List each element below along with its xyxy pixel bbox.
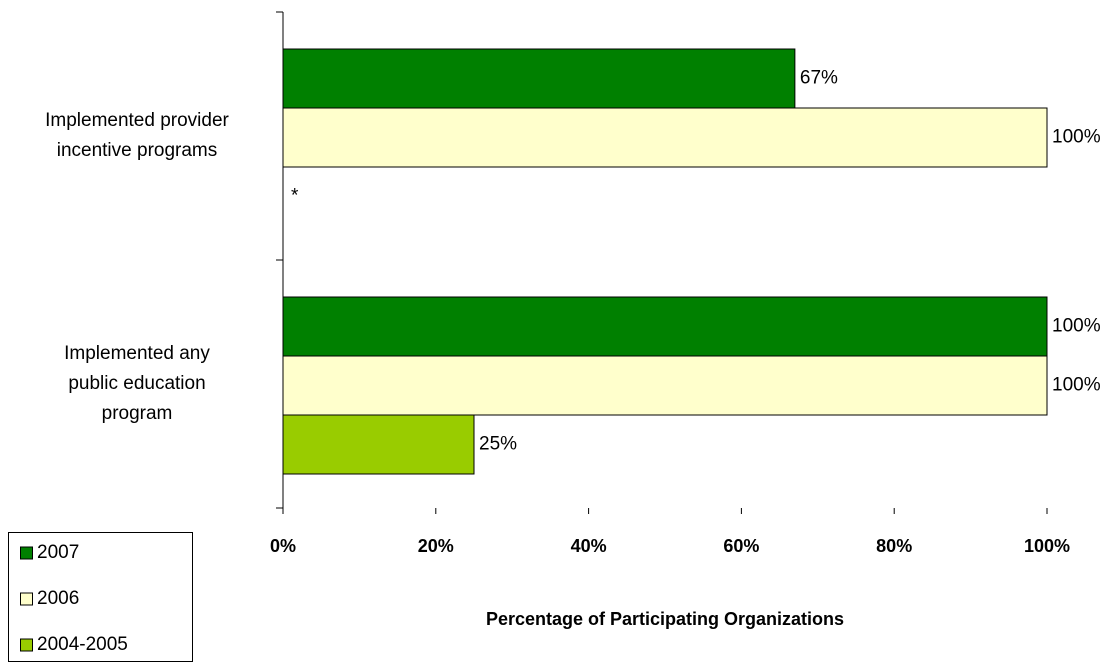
note: *	[291, 186, 299, 207]
legend-label: 2007	[37, 542, 79, 563]
bar	[282, 48, 796, 109]
x-tick-label: 100%	[1024, 536, 1070, 556]
x-tick-label: 80%	[876, 536, 912, 556]
legend-box	[8, 532, 193, 662]
bar	[282, 414, 475, 475]
x-tick-label: 20%	[418, 536, 454, 556]
bar	[282, 107, 1048, 168]
value-label: 100%	[1052, 375, 1101, 396]
value-label: 100%	[1052, 316, 1101, 337]
legend-label: 2006	[37, 588, 79, 609]
legend-swatch	[20, 546, 33, 560]
value-label: 67%	[800, 68, 838, 89]
category-label: Implemented any public education program	[64, 343, 210, 424]
category-label: Implemented provider incentive programs	[45, 110, 229, 161]
x-tick-label: 60%	[723, 536, 759, 556]
legend-swatch	[20, 638, 33, 652]
x-tick-label: 40%	[571, 536, 607, 556]
legend-swatch	[20, 592, 33, 606]
value-label: 25%	[479, 434, 517, 455]
value-label: 100%	[1052, 127, 1101, 148]
bar	[282, 296, 1048, 357]
x-tick-label: 0%	[270, 536, 296, 556]
x-axis-label: Percentage of Participating Organization…	[486, 609, 844, 629]
bar	[282, 355, 1048, 416]
legend-label: 2004-2005	[37, 634, 128, 655]
